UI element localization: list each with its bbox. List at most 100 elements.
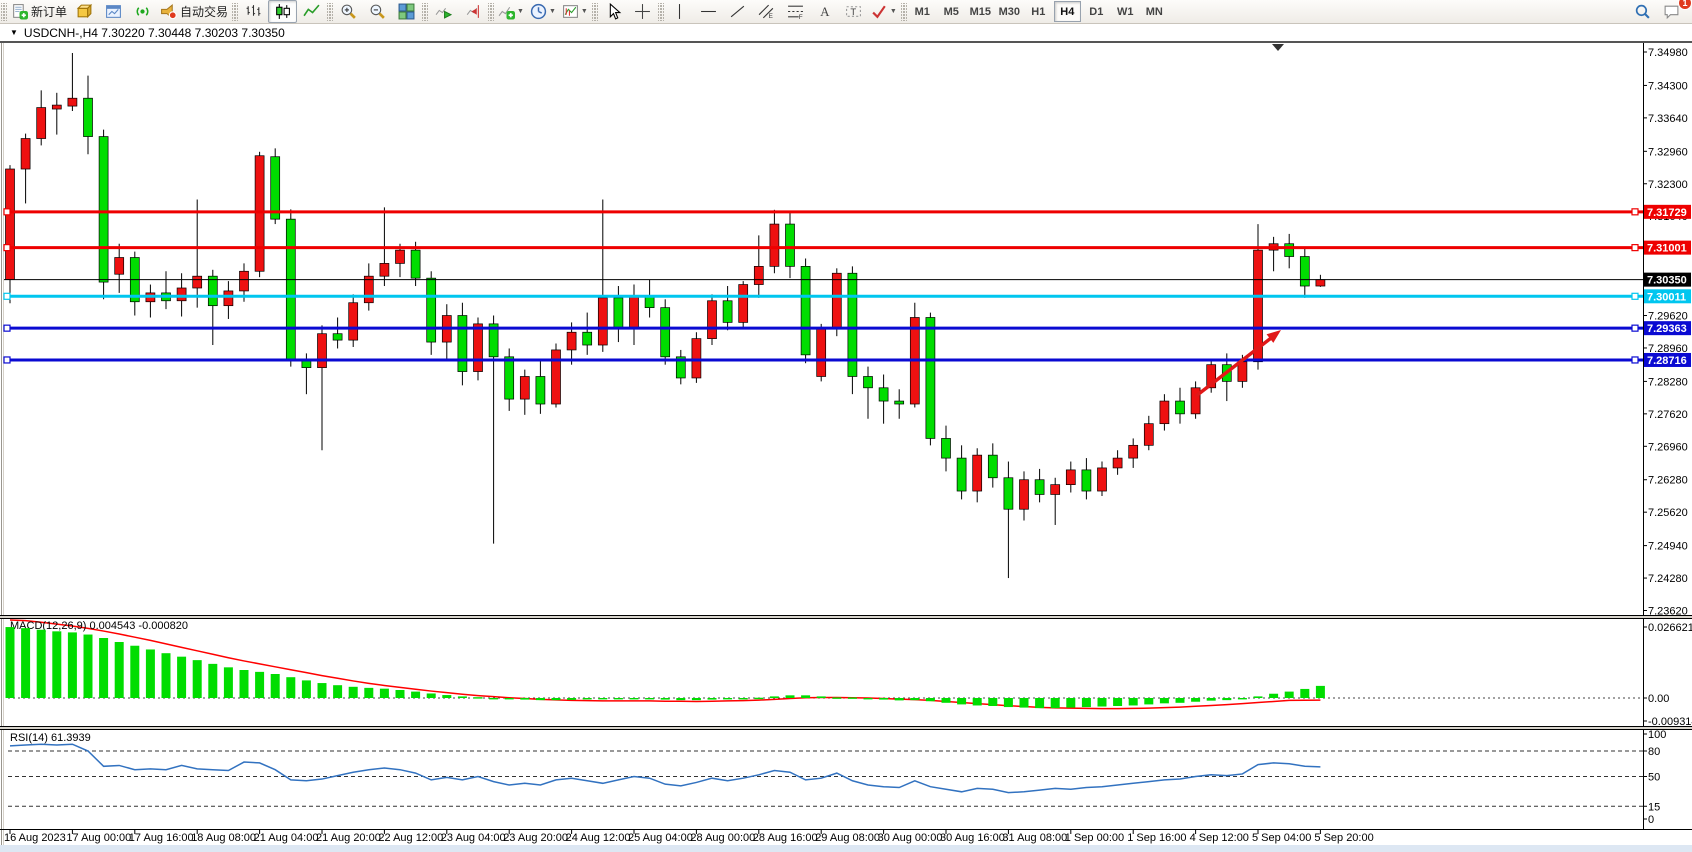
chart-profile-button[interactable] bbox=[70, 0, 99, 23]
trendline-button[interactable] bbox=[723, 0, 752, 23]
chat-button[interactable]: 1 bbox=[1657, 0, 1691, 23]
timeframe-h4-button[interactable]: H4 bbox=[1053, 1, 1081, 22]
macd-panel[interactable]: MACD(12,26,9) 0.004543 -0.000820 0.026621… bbox=[8, 619, 1692, 728]
text-button[interactable]: A bbox=[810, 0, 839, 23]
price-axis[interactable]: 7.349807.343007.336407.329607.323007.316… bbox=[1643, 43, 1688, 829]
zoom-in-button[interactable] bbox=[334, 0, 363, 23]
crosshair-button[interactable] bbox=[628, 0, 657, 23]
horizontal-line-button[interactable] bbox=[694, 0, 723, 23]
tile-windows-button[interactable] bbox=[392, 0, 421, 23]
horizontal-line-7.31729[interactable] bbox=[3, 208, 1643, 216]
toolbar-grip[interactable] bbox=[591, 2, 598, 21]
chart-shift-button[interactable] bbox=[458, 0, 487, 23]
line-handle-right[interactable] bbox=[1631, 356, 1639, 364]
line-handle-right[interactable] bbox=[1631, 324, 1639, 332]
zoom-out-icon bbox=[370, 4, 385, 19]
line-chart-button[interactable] bbox=[297, 0, 326, 23]
price-tick-label: 7.24940 bbox=[1648, 541, 1688, 553]
auto-scroll-button[interactable] bbox=[429, 0, 458, 23]
search-button[interactable] bbox=[1628, 0, 1657, 23]
price-label-7.31729: 7.31729 bbox=[1644, 204, 1691, 219]
price-tick-label: 7.32960 bbox=[1648, 146, 1688, 158]
bar-chart-button[interactable] bbox=[239, 0, 268, 23]
market-watch-button[interactable] bbox=[99, 0, 128, 23]
toolbar-grip[interactable] bbox=[900, 2, 907, 21]
price-tick-label: 7.34980 bbox=[1648, 47, 1688, 59]
templates-icon bbox=[562, 5, 578, 18]
periods-button[interactable]: ▼ bbox=[527, 0, 559, 23]
text-label-button[interactable]: T bbox=[839, 0, 868, 23]
timeframe-w1-button[interactable]: W1 bbox=[1117, 5, 1134, 18]
toolbar-grip[interactable] bbox=[232, 2, 239, 21]
horizontal-line-icon bbox=[700, 10, 716, 13]
auto-trading-button[interactable]: 自动交易 bbox=[157, 0, 231, 23]
svg-text:E: E bbox=[768, 13, 772, 20]
dropdown-caret-icon[interactable]: ▼ bbox=[517, 8, 524, 15]
timeframe-h1-button[interactable]: H1 bbox=[1031, 5, 1046, 18]
new-order-button[interactable]: 新订单 bbox=[8, 0, 70, 23]
fibonacci-button[interactable]: F bbox=[781, 0, 810, 23]
line-handle-right[interactable] bbox=[1631, 244, 1639, 252]
horizontal-line-7.31001[interactable] bbox=[3, 244, 1643, 252]
trend-arrow[interactable] bbox=[1194, 330, 1281, 398]
search-icon bbox=[1635, 4, 1650, 19]
horizontal-line-7.29363[interactable] bbox=[3, 324, 1643, 332]
time-tick-label: 28 Aug 16:00 bbox=[753, 832, 818, 844]
line-handle-left[interactable] bbox=[3, 244, 11, 252]
price-tick-label: 7.34300 bbox=[1648, 80, 1688, 92]
time-tick-label: 21 Aug 04:00 bbox=[254, 832, 319, 844]
symbol-dropdown-icon[interactable]: ▼ bbox=[10, 28, 18, 37]
zoom-out-button[interactable] bbox=[363, 0, 392, 23]
time-tick-label: 24 Aug 12:00 bbox=[566, 832, 631, 844]
price-tick-label: 7.27620 bbox=[1648, 409, 1688, 421]
rsi-label: RSI(14) 61.3939 bbox=[10, 732, 91, 744]
auto-scroll-icon bbox=[435, 7, 453, 19]
indicators-button[interactable]: ▼ bbox=[495, 0, 527, 23]
time-tick-label: 4 Sep 12:00 bbox=[1190, 832, 1249, 844]
line-handle-left[interactable] bbox=[3, 292, 11, 300]
toolbar-grip[interactable] bbox=[488, 2, 495, 21]
main-toolbar: 新订单 自动交易 ▼ ▼ ▼ E F A T ▼ M1 M5 M15 M30 H1 H4 D1 W1 MN 1 bbox=[0, 0, 1692, 24]
panel-separator[interactable] bbox=[0, 727, 1692, 729]
dropdown-caret-icon[interactable]: ▼ bbox=[889, 8, 897, 15]
cursor-button[interactable] bbox=[599, 0, 628, 23]
arrows-button[interactable]: ▼ bbox=[868, 0, 900, 23]
macd-signal-line bbox=[9, 619, 1321, 710]
chart-shift-marker[interactable] bbox=[1272, 44, 1284, 51]
line-handle-right[interactable] bbox=[1631, 208, 1639, 216]
channel-button[interactable]: E bbox=[752, 0, 781, 23]
templates-button[interactable]: ▼ bbox=[559, 0, 591, 23]
time-tick-label: 28 Aug 00:00 bbox=[690, 832, 755, 844]
timeframe-m15-button[interactable]: M15 bbox=[969, 5, 991, 18]
horizontal-line-7.28716[interactable] bbox=[3, 356, 1643, 364]
candlestick-chart-button[interactable] bbox=[268, 0, 298, 23]
line-handle-left[interactable] bbox=[3, 208, 11, 216]
timeframe-mn-button[interactable]: MN bbox=[1145, 5, 1163, 18]
toolbar-grip[interactable] bbox=[1, 2, 7, 21]
panel-separator[interactable] bbox=[0, 616, 1692, 618]
time-tick-label: 16 Aug 2023 bbox=[4, 832, 66, 844]
horizontal-line-7.30011[interactable] bbox=[3, 292, 1643, 300]
timeframe-m30-button[interactable]: M30 bbox=[998, 5, 1020, 18]
timeframe-m1-button[interactable]: M1 bbox=[914, 5, 930, 18]
dropdown-caret-icon[interactable]: ▼ bbox=[548, 8, 556, 15]
toolbar-grip[interactable] bbox=[657, 2, 664, 21]
timeframe-m5-button[interactable]: M5 bbox=[943, 5, 959, 18]
signals-button[interactable] bbox=[128, 0, 157, 23]
price-tick-label: 7.23620 bbox=[1648, 606, 1688, 618]
svg-text:A: A bbox=[820, 5, 830, 19]
rsi-panel[interactable]: RSI(14) 61.3939 100 80 50 150 bbox=[8, 729, 1666, 826]
timeframe-d1-button[interactable]: D1 bbox=[1089, 5, 1104, 18]
vertical-line-button[interactable] bbox=[665, 0, 694, 23]
toolbar-grip[interactable] bbox=[327, 2, 334, 21]
indicators-icon bbox=[498, 6, 516, 20]
periods-icon bbox=[530, 3, 547, 20]
dropdown-caret-icon[interactable]: ▼ bbox=[580, 8, 588, 15]
line-handle-right[interactable] bbox=[1631, 292, 1639, 300]
line-handle-left[interactable] bbox=[3, 356, 11, 364]
bar-chart-icon bbox=[246, 5, 261, 16]
toolbar-grip[interactable] bbox=[422, 2, 429, 21]
line-handle-left[interactable] bbox=[3, 324, 11, 332]
